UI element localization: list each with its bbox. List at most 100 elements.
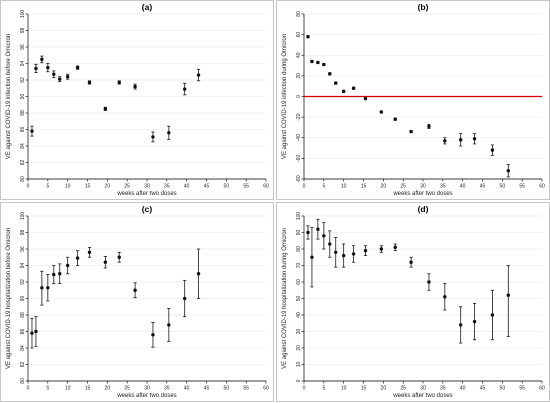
data-point <box>458 138 463 142</box>
chart-svg-a: 80 82 84 86 88 90 92 94 96 98 100 0 5 10 15 20 25 30 35 40 4… <box>0 0 274 200</box>
x-axis-title: weeks after two doses <box>392 393 452 399</box>
data-point <box>75 65 80 70</box>
data-point <box>46 286 50 290</box>
data-point <box>167 131 171 135</box>
x-tick-label: 55 <box>519 386 525 392</box>
x-tick-label: 60 <box>539 386 545 392</box>
chart-panel-d: 0 10 20 30 40 50 60 70 80 90 100 0 5 10 15 20 25 30 35 40 45… <box>276 202 550 402</box>
x-tick-label: 40 <box>184 184 190 190</box>
y-tick-label: 90 <box>20 296 26 302</box>
data-point <box>103 260 108 264</box>
data-point <box>34 329 38 334</box>
data-point <box>30 129 34 133</box>
data-point <box>40 286 44 290</box>
x-tick-label: 0 <box>303 184 306 190</box>
y-tick-label: 20 <box>296 73 302 79</box>
data-point <box>427 280 431 284</box>
data-point <box>322 234 326 238</box>
y-tick-label: 70 <box>296 263 302 269</box>
x-tick-label: 20 <box>381 184 387 190</box>
x-tick-label: 0 <box>303 386 306 392</box>
y-tick-label: 30 <box>296 329 302 335</box>
x-tick-label: 35 <box>164 184 170 190</box>
y-tick-label: 0 <box>296 379 302 382</box>
data-point <box>328 72 332 76</box>
data-point <box>117 255 121 259</box>
x-tick-label: 30 <box>420 386 426 392</box>
y-axis-title: VE against COVID-19 hospitalization duri… <box>282 228 288 369</box>
x-tick-label: 50 <box>224 184 230 190</box>
data-point <box>87 80 92 85</box>
y-tick-label: -40 <box>296 134 302 141</box>
data-point <box>133 84 137 89</box>
data-point <box>472 319 477 324</box>
data-point <box>341 253 346 258</box>
x-tick-label: 35 <box>440 386 446 392</box>
x-tick-label: 45 <box>480 386 486 392</box>
data-point <box>443 139 447 143</box>
data-point <box>46 65 50 70</box>
chart-panel-a: 80 82 84 86 88 90 92 94 96 98 100 0 5 10 15 20 25 30 35 40 4… <box>0 0 274 200</box>
data-point <box>151 135 155 139</box>
y-axis-title: VE against COVID-19 hospitalization befo… <box>6 228 12 369</box>
y-tick-label: 100 <box>296 212 302 221</box>
data-point <box>75 256 80 260</box>
x-tick-label: 20 <box>381 386 387 392</box>
x-tick-label: 40 <box>460 386 466 392</box>
data-point <box>409 260 413 264</box>
y-tick-label: 88 <box>20 110 26 116</box>
x-tick-label: 35 <box>164 386 170 392</box>
data-point <box>506 169 510 173</box>
data-point <box>196 73 201 77</box>
y-tick-label: 80 <box>20 378 26 384</box>
data-point <box>490 313 495 317</box>
data-point <box>65 263 70 268</box>
x-tick-label: 10 <box>65 386 71 392</box>
panel-title: (d) <box>418 204 429 214</box>
chart-panel-b: -80 -60 -40 -20 0 20 40 60 80 0 5 10 15 20 25 30 35 40 45 5… <box>276 0 550 200</box>
data-point <box>443 295 447 299</box>
data-point <box>328 242 332 246</box>
y-tick-label: 40 <box>296 52 302 58</box>
data-point <box>334 250 338 254</box>
y-tick-label: 94 <box>20 61 26 67</box>
data-point <box>506 293 510 297</box>
x-tick-label: 30 <box>144 184 150 190</box>
x-tick-label: 60 <box>539 184 545 190</box>
x-tick-label: 30 <box>420 184 426 190</box>
data-point <box>316 60 320 65</box>
data-point <box>310 59 314 64</box>
data-point <box>182 87 187 91</box>
y-tick-label: 40 <box>296 312 302 318</box>
y-tick-label: 100 <box>20 212 26 221</box>
x-tick-label: 40 <box>460 184 466 190</box>
x-tick-label: 25 <box>124 184 130 190</box>
data-point <box>458 323 463 327</box>
y-tick-label: 96 <box>20 246 26 252</box>
data-point <box>316 227 320 231</box>
y-tick-label: 10 <box>296 362 302 368</box>
x-tick-label: 25 <box>400 184 406 190</box>
data-point <box>393 245 397 250</box>
data-point <box>117 80 121 85</box>
data-point <box>52 72 56 76</box>
y-tick-label: 90 <box>20 94 26 100</box>
y-tick-label: 60 <box>296 279 302 285</box>
x-tick-label: 55 <box>243 386 249 392</box>
panel-title: (b) <box>418 2 429 12</box>
x-tick-label: 5 <box>322 386 325 392</box>
x-tick-label: 20 <box>105 184 111 190</box>
data-point <box>472 137 477 141</box>
x-axis-title: weeks after two doses <box>392 191 452 197</box>
x-tick-label: 15 <box>361 386 367 392</box>
data-point <box>322 62 326 67</box>
x-tick-label: 25 <box>400 386 406 392</box>
y-tick-label: 80 <box>296 246 302 252</box>
y-tick-label: 100 <box>20 10 26 19</box>
data-point <box>182 296 187 301</box>
chart-svg-c: 80 82 84 86 88 90 92 94 96 98 100 0 5 10 15 20 25 30 35 40 4… <box>0 202 274 402</box>
data-point <box>65 75 70 79</box>
data-point <box>351 86 356 90</box>
data-point <box>167 323 171 327</box>
x-tick-label: 10 <box>341 386 347 392</box>
